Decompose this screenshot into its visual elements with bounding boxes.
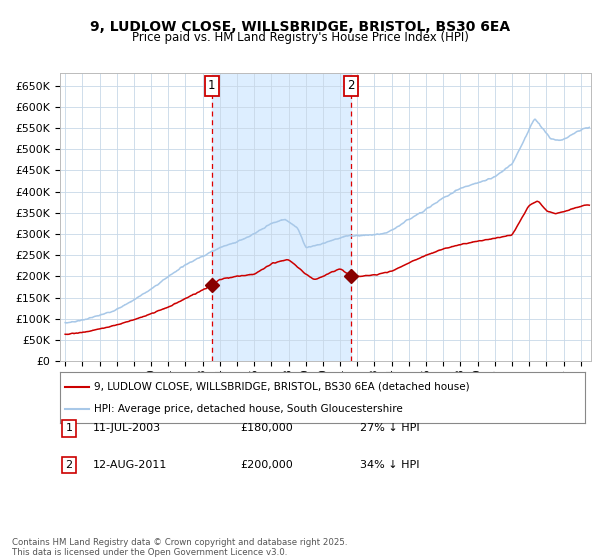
Text: 1: 1	[65, 423, 73, 433]
Text: 12-AUG-2011: 12-AUG-2011	[93, 460, 167, 470]
Text: Price paid vs. HM Land Registry's House Price Index (HPI): Price paid vs. HM Land Registry's House …	[131, 31, 469, 44]
Text: 27% ↓ HPI: 27% ↓ HPI	[360, 423, 419, 433]
Text: 9, LUDLOW CLOSE, WILLSBRIDGE, BRISTOL, BS30 6EA: 9, LUDLOW CLOSE, WILLSBRIDGE, BRISTOL, B…	[90, 20, 510, 34]
Text: 9, LUDLOW CLOSE, WILLSBRIDGE, BRISTOL, BS30 6EA (detached house): 9, LUDLOW CLOSE, WILLSBRIDGE, BRISTOL, B…	[94, 381, 470, 391]
Text: HPI: Average price, detached house, South Gloucestershire: HPI: Average price, detached house, Sout…	[94, 404, 403, 414]
Text: 34% ↓ HPI: 34% ↓ HPI	[360, 460, 419, 470]
Text: 1: 1	[208, 80, 215, 92]
Text: 2: 2	[347, 80, 355, 92]
Text: £180,000: £180,000	[240, 423, 293, 433]
Text: Contains HM Land Registry data © Crown copyright and database right 2025.
This d: Contains HM Land Registry data © Crown c…	[12, 538, 347, 557]
Text: 2: 2	[65, 460, 73, 470]
Text: 11-JUL-2003: 11-JUL-2003	[93, 423, 161, 433]
Text: £200,000: £200,000	[240, 460, 293, 470]
Bar	[212, 73, 351, 361]
